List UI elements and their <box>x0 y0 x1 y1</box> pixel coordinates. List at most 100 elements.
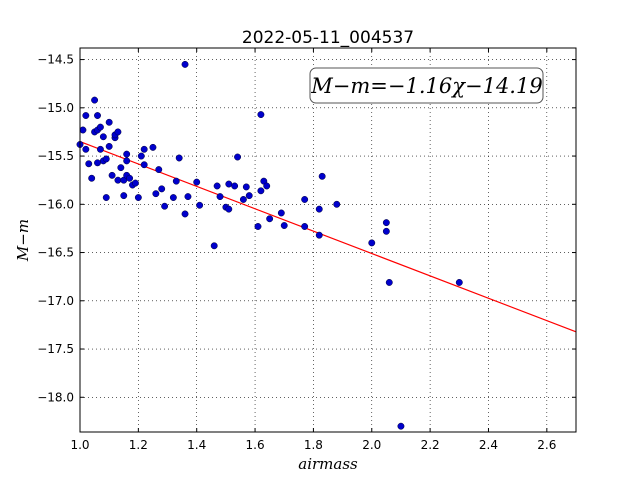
data-point <box>149 143 157 151</box>
data-point <box>397 422 405 430</box>
data-point <box>94 159 101 167</box>
plot-frame <box>79 47 577 433</box>
data-point <box>123 150 131 158</box>
data-point <box>257 111 265 119</box>
data-point <box>140 145 148 153</box>
x-tick-label: 2.0 <box>362 438 381 452</box>
data-point <box>96 145 104 153</box>
data-point <box>382 227 390 235</box>
data-point <box>315 231 323 239</box>
data-point <box>85 160 93 168</box>
data-point <box>216 193 224 201</box>
data-point <box>134 194 142 201</box>
y-tick-label: −17.5 <box>37 342 74 356</box>
x-tick-label: 2.4 <box>479 438 498 452</box>
data-point <box>169 194 177 201</box>
data-point <box>385 279 393 286</box>
x-tick-label: 2.6 <box>537 438 556 452</box>
data-point <box>102 194 110 201</box>
data-point <box>102 155 110 163</box>
data-point <box>114 176 122 184</box>
chart-title: 2022-05-11_004537 <box>242 28 414 48</box>
data-point <box>88 174 96 182</box>
data-point <box>196 201 204 209</box>
data-point <box>225 180 233 188</box>
x-tick-label: 2.2 <box>421 438 440 452</box>
data-point <box>96 123 104 131</box>
data-point <box>257 187 265 195</box>
data-point <box>280 222 288 229</box>
y-axis-label: M−m <box>14 219 32 262</box>
fit-annotation: M−m=−1.16χ−14.19 <box>309 67 544 104</box>
x-tick-label: 1.2 <box>129 438 148 452</box>
y-tick-label: −16.5 <box>37 246 74 260</box>
data-point <box>181 60 189 68</box>
annotation-box <box>309 67 544 104</box>
grid-lines <box>80 48 576 432</box>
data-point <box>193 178 201 186</box>
data-point <box>277 209 285 217</box>
y-tick-label: −17.0 <box>37 294 74 308</box>
annotation-text: M−m=−1.16χ−14.19 <box>310 74 542 98</box>
data-point <box>117 164 125 172</box>
x-axis-label: airmass <box>298 455 358 473</box>
data-point <box>301 223 309 230</box>
data-point <box>455 279 463 286</box>
data-point <box>105 118 113 126</box>
y-tick-label: −15.0 <box>37 101 74 115</box>
data-point <box>94 112 101 119</box>
data-point <box>254 223 262 230</box>
y-tick-label: −18.0 <box>37 390 74 404</box>
x-tick-label: 1.6 <box>246 438 265 452</box>
data-point <box>266 215 274 223</box>
y-tick-label: −15.5 <box>37 149 74 163</box>
data-point <box>318 172 326 180</box>
fit-line-group <box>79 141 577 333</box>
data-point <box>333 200 341 208</box>
fit-line <box>79 141 577 333</box>
data-point <box>123 157 131 165</box>
data-point <box>82 145 90 153</box>
x-tick-label: 1.0 <box>70 438 89 452</box>
data-point <box>120 192 128 200</box>
y-tick-label: −14.5 <box>37 53 74 67</box>
data-point <box>158 185 166 193</box>
data-point <box>301 196 309 203</box>
data-point <box>155 166 163 174</box>
data-point <box>140 161 148 169</box>
data-point <box>225 205 233 213</box>
data-point <box>126 174 134 182</box>
data-point <box>91 96 99 104</box>
data-point <box>108 171 116 179</box>
y-tick-label: −16.0 <box>37 197 74 211</box>
data-point <box>131 179 139 187</box>
data-point <box>213 182 221 190</box>
data-point <box>239 196 247 203</box>
data-point <box>79 126 87 134</box>
data-point <box>245 192 253 200</box>
data-point <box>181 210 189 218</box>
x-tick-label: 1.8 <box>304 438 323 452</box>
data-point <box>234 153 242 161</box>
data-point <box>368 239 376 247</box>
data-point <box>172 177 180 185</box>
data-point <box>263 182 271 190</box>
data-points <box>76 60 463 430</box>
data-point <box>184 193 192 201</box>
data-point <box>210 242 218 250</box>
data-point <box>315 205 323 213</box>
data-point <box>242 183 250 191</box>
data-point <box>382 219 390 227</box>
data-point <box>137 152 145 160</box>
x-tick-label: 1.4 <box>187 438 206 452</box>
data-point <box>161 202 169 210</box>
axis-ticks: 1.0 1.2 1.4 1.6 1.8 2.0 2.2 2.4 2.6 −14.5 −15.0 −15… <box>37 48 576 452</box>
data-point <box>152 190 160 198</box>
data-point <box>82 112 90 119</box>
data-point <box>105 142 113 150</box>
data-point <box>175 154 183 162</box>
data-point <box>99 133 107 141</box>
data-point <box>231 182 239 190</box>
